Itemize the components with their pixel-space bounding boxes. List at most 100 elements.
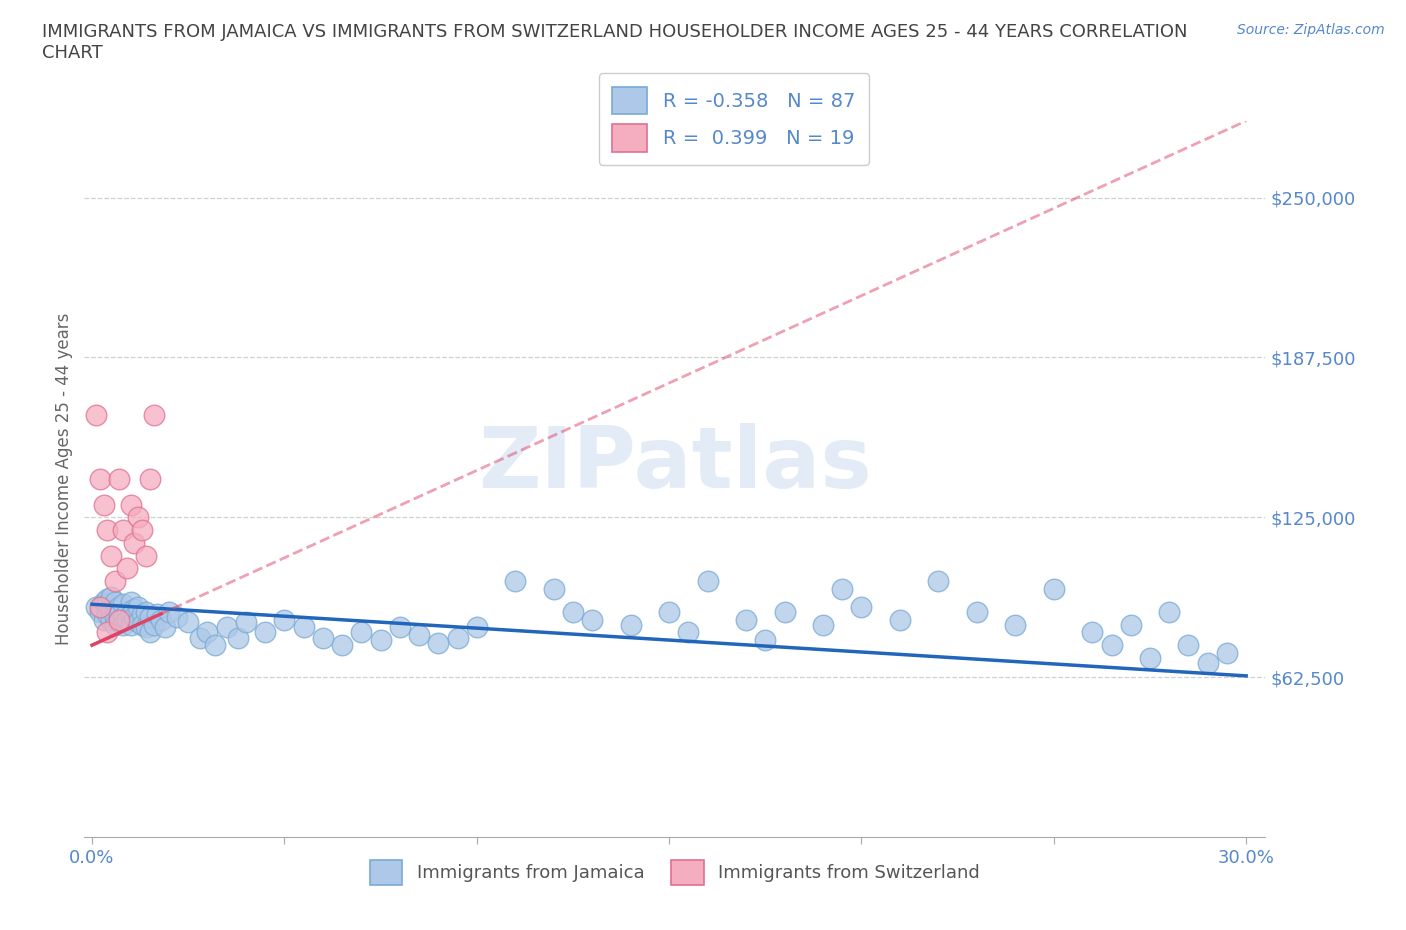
Point	[93, 612, 115, 627]
Point	[1119, 618, 1142, 632]
Y-axis label: Householder Income Ages 25 - 44 years: Householder Income Ages 25 - 44 years	[55, 312, 73, 645]
Point	[215, 620, 238, 635]
Point	[735, 612, 758, 627]
Point	[150, 612, 173, 627]
Point	[111, 618, 134, 632]
Point	[696, 574, 718, 589]
Point	[108, 472, 131, 486]
Point	[1139, 651, 1161, 666]
Point	[773, 604, 796, 619]
Point	[108, 612, 131, 627]
Point	[197, 625, 219, 640]
Point	[115, 604, 138, 619]
Point	[115, 561, 138, 576]
Point	[1177, 638, 1199, 653]
Point	[427, 635, 450, 650]
Point	[96, 607, 118, 622]
Point	[96, 597, 118, 612]
Point	[1043, 581, 1066, 596]
Point	[104, 610, 127, 625]
Point	[811, 618, 834, 632]
Point	[465, 620, 488, 635]
Point	[108, 607, 131, 622]
Point	[93, 498, 115, 512]
Point	[120, 498, 142, 512]
Point	[104, 594, 127, 609]
Point	[146, 607, 169, 622]
Point	[350, 625, 373, 640]
Point	[100, 604, 122, 619]
Point	[100, 612, 122, 627]
Point	[966, 604, 988, 619]
Point	[96, 625, 118, 640]
Point	[93, 594, 115, 609]
Point	[620, 618, 643, 632]
Point	[120, 618, 142, 632]
Point	[111, 523, 134, 538]
Point	[408, 628, 430, 643]
Point	[889, 612, 911, 627]
Point	[84, 600, 107, 615]
Text: ZIPatlas: ZIPatlas	[478, 423, 872, 506]
Point	[139, 625, 162, 640]
Point	[678, 625, 700, 640]
Point	[581, 612, 603, 627]
Point	[139, 610, 162, 625]
Point	[135, 549, 157, 564]
Legend: Immigrants from Jamaica, Immigrants from Switzerland: Immigrants from Jamaica, Immigrants from…	[363, 853, 987, 893]
Point	[124, 536, 146, 551]
Point	[312, 631, 335, 645]
Point	[177, 615, 200, 630]
Point	[543, 581, 565, 596]
Point	[124, 610, 146, 625]
Point	[1216, 645, 1239, 660]
Point	[388, 620, 411, 635]
Point	[127, 600, 149, 615]
Point	[131, 618, 153, 632]
Point	[1101, 638, 1123, 653]
Point	[108, 615, 131, 630]
Point	[754, 632, 776, 647]
Point	[1159, 604, 1181, 619]
Point	[120, 594, 142, 609]
Point	[104, 602, 127, 617]
Point	[127, 615, 149, 630]
Point	[84, 407, 107, 422]
Point	[115, 612, 138, 627]
Point	[153, 620, 176, 635]
Point	[127, 510, 149, 525]
Point	[1004, 618, 1026, 632]
Point	[658, 604, 681, 619]
Point	[226, 631, 249, 645]
Point	[157, 604, 180, 619]
Point	[446, 631, 468, 645]
Point	[89, 600, 111, 615]
Point	[254, 625, 277, 640]
Point	[503, 574, 526, 589]
Point	[108, 600, 131, 615]
Point	[292, 620, 315, 635]
Point	[120, 607, 142, 622]
Point	[89, 604, 111, 619]
Point	[166, 610, 188, 625]
Point	[131, 523, 153, 538]
Point	[104, 574, 127, 589]
Point	[273, 612, 295, 627]
Point	[142, 618, 165, 632]
Point	[111, 610, 134, 625]
Point	[1081, 625, 1104, 640]
Point	[204, 638, 226, 653]
Point	[131, 607, 153, 622]
Point	[561, 604, 583, 619]
Point	[188, 631, 211, 645]
Point	[927, 574, 949, 589]
Point	[235, 615, 257, 630]
Point	[1197, 656, 1219, 671]
Point	[89, 472, 111, 486]
Point	[142, 407, 165, 422]
Point	[831, 581, 853, 596]
Point	[330, 638, 353, 653]
Text: Source: ZipAtlas.com: Source: ZipAtlas.com	[1237, 23, 1385, 37]
Point	[100, 549, 122, 564]
Point	[851, 600, 873, 615]
